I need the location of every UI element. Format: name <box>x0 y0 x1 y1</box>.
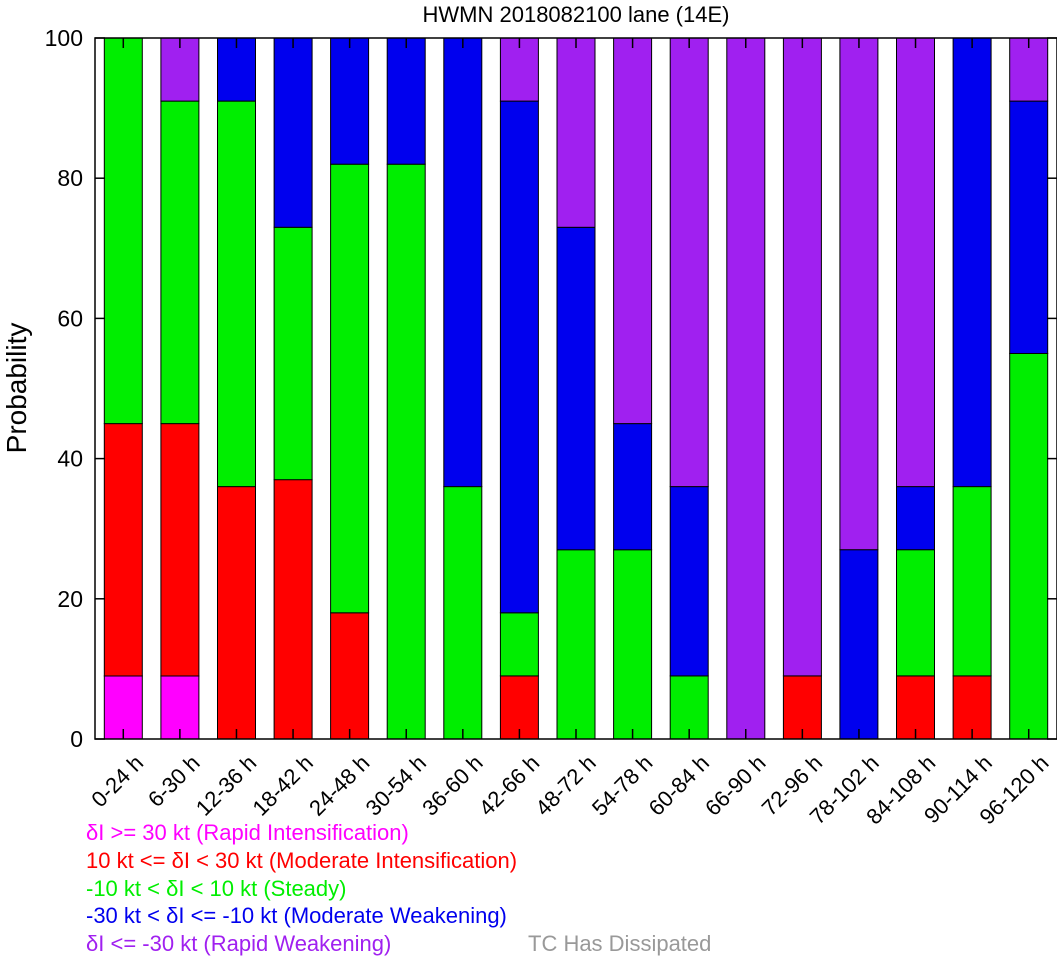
y-axis: 0 20 40 60 80 100 <box>45 25 1057 752</box>
bar-segment-6-30h-series2 <box>160 100 200 425</box>
bar-segment-48-72h-series3 <box>556 226 596 551</box>
bar-segment-30-54h-series2 <box>386 163 426 740</box>
legend-entry-rapid-weakening: δI <= -30 kt (Rapid Weakening) <box>86 931 392 956</box>
bar-segment-54-78h-series2 <box>613 549 653 740</box>
bars-group <box>103 37 1049 740</box>
bar-segment-6-30h-series1 <box>160 423 200 677</box>
bar-segment-42-66h-series2 <box>499 612 539 677</box>
bar-segment-18-42h-series2 <box>273 226 313 481</box>
bar-segment-0-24h-series1 <box>103 423 143 677</box>
bar-segment-96-120h-series3 <box>1009 100 1049 354</box>
x-tick-label-5: 30-54 h <box>361 750 431 820</box>
bar-segment-42-66h-series4 <box>499 37 539 102</box>
bar-segment-60-84h-series3 <box>669 486 709 677</box>
bar-segment-12-36h-series2 <box>217 100 256 488</box>
bar-segment-18-42h-series3 <box>273 37 313 228</box>
bar-segment-60-84h-series4 <box>669 37 709 488</box>
bar-segment-66-90h-series4 <box>726 37 766 740</box>
y-tick-label-100: 100 <box>45 25 83 51</box>
x-tick-label-10: 60-84 h <box>644 750 714 820</box>
bar-segment-84-108h-series4 <box>896 37 935 488</box>
bar-segment-36-60h-series3 <box>443 37 483 488</box>
y-axis-label: Probability <box>1 323 32 454</box>
legend-entry-moderate-intensification: 10 kt <= δI < 30 kt (Moderate Intensific… <box>86 848 518 873</box>
legend-entry-steady: -10 kt < δI < 10 kt (Steady) <box>86 876 347 901</box>
bar-segment-12-36h-series3 <box>217 37 256 102</box>
bar-segment-84-108h-series2 <box>896 549 935 677</box>
bar-segment-12-36h-series1 <box>217 486 256 740</box>
legend-entry-moderate-weakening: -30 kt < δI <= -10 kt (Moderate Weakenin… <box>86 903 507 928</box>
y-tick-label-40: 40 <box>57 446 83 472</box>
bar-segment-84-108h-series3 <box>896 486 935 551</box>
bar-segment-24-48h-series3 <box>330 37 370 165</box>
bar-segment-24-48h-series2 <box>330 163 370 614</box>
bar-segment-0-24h-series0 <box>103 675 143 740</box>
x-tick-label-4: 24-48 h <box>304 750 374 820</box>
bar-segment-90-114h-series2 <box>952 486 992 677</box>
x-tick-label-2: 12-36 h <box>191 750 261 820</box>
x-tick-label-9: 54-78 h <box>587 750 657 820</box>
bar-segment-90-114h-series3 <box>952 37 992 488</box>
bar-segment-54-78h-series3 <box>613 423 653 551</box>
bar-segment-96-120h-series4 <box>1009 37 1049 102</box>
y-tick-label-60: 60 <box>57 305 83 331</box>
x-tick-label-6: 36-60 h <box>417 750 487 820</box>
bar-segment-78-102h-series3 <box>839 549 879 740</box>
bar-segment-18-42h-series1 <box>273 479 313 740</box>
x-tick-label-7: 42-66 h <box>474 750 544 820</box>
bar-segment-72-96h-series4 <box>782 37 822 677</box>
bar-segment-78-102h-series4 <box>839 37 879 551</box>
x-tick-label-0: 0-24 h <box>86 750 148 812</box>
chart-title: HWMN 2018082100 lane (14E) <box>423 2 730 27</box>
legend-entry-rapid-intensification: δI >= 30 kt (Rapid Intensification) <box>86 820 409 845</box>
bar-segment-96-120h-series2 <box>1009 352 1049 740</box>
y-tick-label-80: 80 <box>57 165 83 191</box>
bar-segment-72-96h-series1 <box>782 675 822 740</box>
bar-segment-36-60h-series2 <box>443 486 483 740</box>
legend-tc-dissipated: TC Has Dissipated <box>528 931 712 956</box>
bar-segment-30-54h-series3 <box>386 37 426 165</box>
bar-segment-90-114h-series1 <box>952 675 992 740</box>
bar-segment-0-24h-series2 <box>103 37 143 425</box>
bar-segment-54-78h-series4 <box>613 37 653 425</box>
y-tick-label-0: 0 <box>70 726 83 752</box>
x-tick-label-8: 48-72 h <box>530 750 600 820</box>
bar-segment-48-72h-series2 <box>556 549 596 740</box>
x-tick-label-3: 18-42 h <box>247 750 317 820</box>
bar-segment-48-72h-series4 <box>556 37 596 228</box>
bar-segment-42-66h-series3 <box>499 100 539 614</box>
bar-segment-6-30h-series0 <box>160 675 200 740</box>
bar-segment-24-48h-series1 <box>330 612 370 740</box>
y-tick-label-20: 20 <box>57 586 83 612</box>
x-tick-label-11: 66-90 h <box>700 750 770 820</box>
